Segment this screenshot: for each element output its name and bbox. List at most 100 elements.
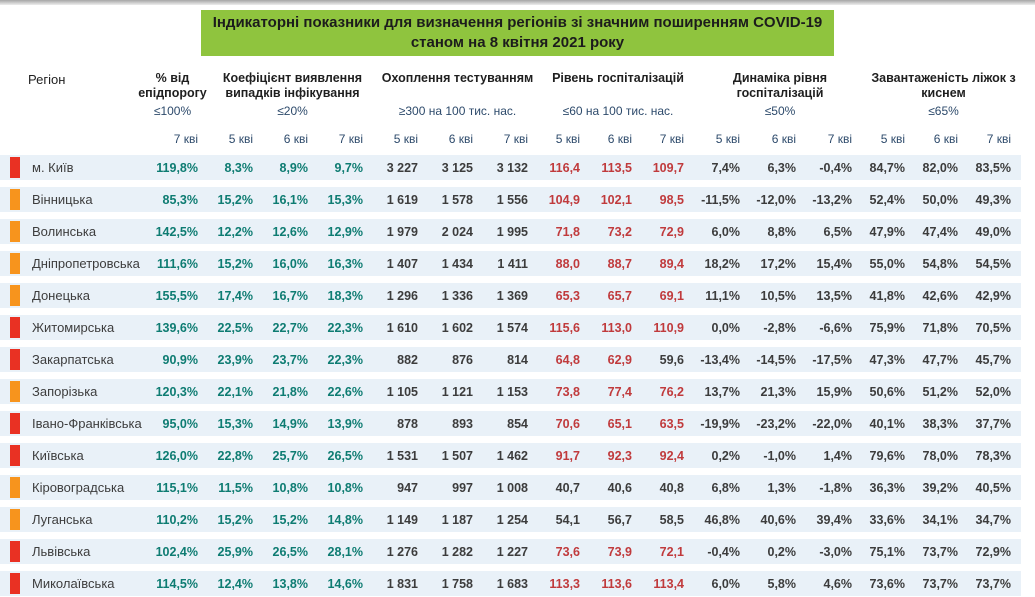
hospitalization-level-value: 110,9: [653, 320, 684, 335]
hospitalization-level-value: 116,4: [549, 160, 580, 175]
region-name: Київська: [32, 448, 84, 463]
hospitalization-level-value: 113,5: [601, 160, 632, 175]
region-cell: Дніпропетровська: [10, 253, 140, 274]
hospitalization-level-value: 73,9: [607, 544, 632, 559]
hospitalization-level-value: 62,9: [607, 352, 632, 367]
window-top-edge: [0, 0, 1035, 5]
detection-coefficient-value: 22,1%: [217, 384, 253, 399]
red-risk-marker-icon: [10, 445, 20, 466]
oxygen-beds-occupancy-value: 40,1%: [869, 416, 905, 431]
hospitalization-level-value: 88,0: [555, 256, 580, 271]
region-cell: Вінницька: [10, 189, 135, 210]
hospitalization-level-value: 73,6: [555, 544, 580, 559]
hospitalization-dynamics-value: 6,0%: [711, 224, 741, 239]
orange-risk-marker-icon: [10, 221, 20, 242]
testing-coverage-value: 1 556: [496, 192, 528, 207]
table-row: Донецька 155,5% 17,4% 16,7% 18,3% 1 296 1 336 1…: [0, 283, 1021, 308]
epid-threshold-value: 85,3%: [162, 192, 198, 207]
hospitalization-level-value: 72,1: [659, 544, 684, 559]
detection-coefficient-value: 10,8%: [272, 480, 308, 495]
table-row: Волинська 142,5% 12,2% 12,6% 12,9% 1 979 2 024…: [0, 219, 1021, 244]
epid-threshold-value: 142,5%: [155, 224, 198, 239]
detection-coefficient-value: 13,8%: [272, 576, 308, 591]
hospitalization-dynamics-value: 40,6%: [760, 512, 796, 527]
region-name: Запорізька: [32, 384, 98, 399]
region-cell: Львівська: [10, 541, 135, 562]
hospitalization-dynamics-value: 39,4%: [816, 512, 852, 527]
table-row: Луганська 110,2% 15,2% 15,2% 14,8% 1 149 1 187…: [0, 507, 1021, 532]
region-cell: Закарпатська: [10, 349, 135, 370]
oxygen-beds-occupancy-value: 73,6%: [869, 576, 905, 591]
hospitalization-dynamics-value: -22,0%: [812, 416, 852, 431]
hospitalization-dynamics-value: -2,8%: [763, 320, 796, 335]
date-header-row: 7 кві 5 кві 6 кві 7 кві 5 кві 6 кві 7 кві 5 кві…: [0, 132, 1035, 146]
oxygen-beds-occupancy-value: 73,7%: [975, 576, 1011, 591]
hospitalization-dynamics-value: -3,0%: [819, 544, 852, 559]
hospitalization-dynamics-value: -1,0%: [763, 448, 796, 463]
table-row: Запорізька 120,3% 22,1% 21,8% 22,6% 1 105 1 12…: [0, 379, 1021, 404]
date-column-header: 7 кві: [173, 132, 198, 146]
date-column-header: 6 кві: [771, 132, 796, 146]
region-name: м. Київ: [32, 160, 74, 175]
oxygen-beds-occupancy-value: 36,3%: [869, 480, 905, 495]
testing-coverage-value: 1 462: [496, 448, 528, 463]
oxygen-beds-occupancy-value: 34,7%: [975, 512, 1011, 527]
epid-threshold-value: 120,3%: [155, 384, 198, 399]
column-header-region: Регіон: [28, 72, 66, 87]
testing-coverage-value: 3 227: [386, 160, 418, 175]
hospitalization-level-value: 59,6: [659, 352, 684, 367]
testing-coverage-value: 1 282: [441, 544, 473, 559]
region-name: Луганська: [32, 512, 93, 527]
testing-coverage-value: 1 276: [386, 544, 418, 559]
testing-coverage-value: 1 227: [496, 544, 528, 559]
hospitalization-level-value: 73,8: [555, 384, 580, 399]
oxygen-beds-occupancy-value: 37,7%: [975, 416, 1011, 431]
hospitalization-level-value: 113,3: [549, 576, 580, 591]
hospitalization-dynamics-value: 18,2%: [704, 256, 740, 271]
epid-threshold-value: 110,2%: [156, 512, 198, 527]
oxygen-beds-occupancy-value: 49,3%: [975, 192, 1011, 207]
region-name: Житомирська: [32, 320, 115, 335]
region-cell: Луганська: [10, 509, 135, 530]
oxygen-beds-occupancy-value: 52,0%: [975, 384, 1011, 399]
testing-coverage-value: 1 008: [496, 480, 528, 495]
testing-coverage-value: 1 296: [386, 288, 418, 303]
group-title: % від епідпорогу: [138, 71, 207, 100]
oxygen-beds-occupancy-value: 42,6%: [922, 288, 958, 303]
epid-threshold-value: 102,4%: [155, 544, 198, 559]
detection-coefficient-value: 14,8%: [327, 512, 363, 527]
group-title: Завантаженість ліжок з киснем: [871, 71, 1016, 100]
hospitalization-dynamics-value: -1,8%: [819, 480, 852, 495]
oxygen-beds-occupancy-value: 75,1%: [869, 544, 905, 559]
hospitalization-level-value: 65,3: [555, 288, 580, 303]
region-name: Миколаївська: [32, 576, 115, 591]
oxygen-beds-occupancy-value: 73,7%: [922, 544, 958, 559]
oxygen-beds-occupancy-value: 83,5%: [975, 160, 1011, 175]
hospitalization-dynamics-value: 21,3%: [760, 384, 796, 399]
date-column-header: 5 кві: [880, 132, 905, 146]
hospitalization-level-value: 58,5: [659, 512, 684, 527]
oxygen-beds-occupancy-value: 33,6%: [869, 512, 905, 527]
hospitalization-dynamics-value: 46,8%: [704, 512, 740, 527]
hospitalization-level-value: 102,1: [600, 192, 632, 207]
testing-coverage-value: 876: [452, 352, 473, 367]
orange-risk-marker-icon: [10, 285, 20, 306]
hospitalization-dynamics-value: 0,2%: [767, 544, 797, 559]
detection-coefficient-value: 15,2%: [217, 192, 253, 207]
testing-coverage-value: 2 024: [441, 224, 473, 239]
hospitalization-level-value: 63,5: [659, 416, 684, 431]
oxygen-beds-occupancy-value: 40,5%: [975, 480, 1011, 495]
oxygen-beds-occupancy-value: 71,8%: [922, 320, 958, 335]
detection-coefficient-value: 22,5%: [217, 320, 253, 335]
detection-coefficient-value: 21,8%: [272, 384, 308, 399]
hospitalization-dynamics-value: 1,3%: [767, 480, 797, 495]
testing-coverage-value: 997: [452, 480, 473, 495]
region-cell: Донецька: [10, 285, 135, 306]
table-body: м. Київ 119,8% 8,3% 8,9% 9,7% 3 227 3 125 3 132…: [0, 155, 1035, 596]
hospitalization-level-value: 65,7: [607, 288, 632, 303]
table-row: Дніпропетровська 111,6% 15,2% 16,0% 16,3% 1 4…: [0, 251, 1021, 276]
red-risk-marker-icon: [10, 573, 20, 594]
testing-coverage-value: 3 132: [496, 160, 528, 175]
column-group-oxygen-beds-occupancy: Завантаженість ліжок з киснем ≤65%: [864, 71, 1023, 118]
epid-threshold-value: 114,5%: [156, 576, 198, 591]
